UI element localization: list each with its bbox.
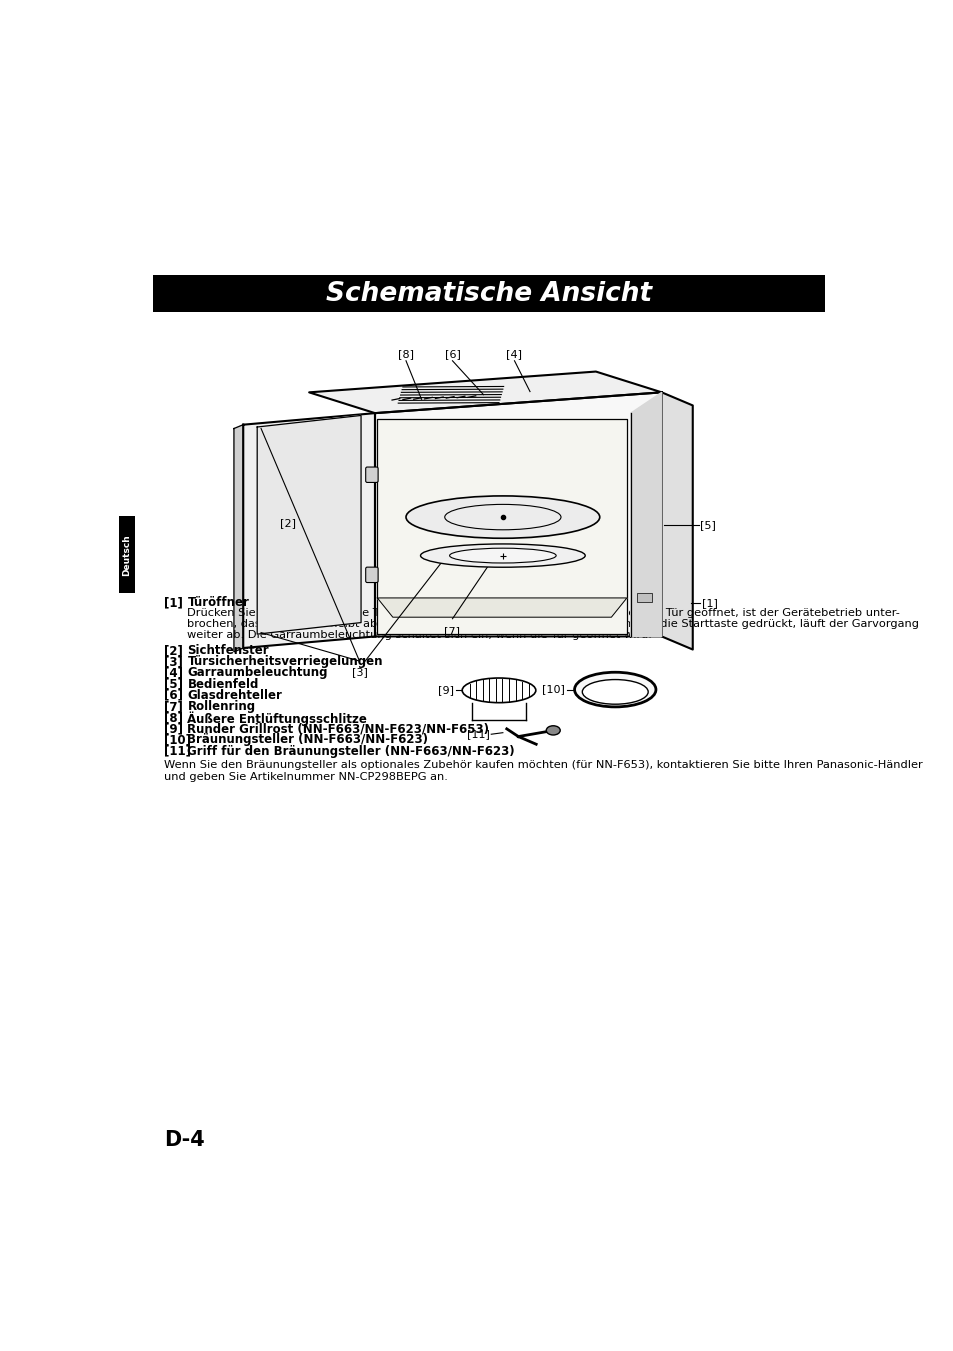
Text: Runder Grillrost (NN-F663/NN-F623/NN-F653): Runder Grillrost (NN-F663/NN-F623/NN-F65… bbox=[187, 723, 489, 735]
Polygon shape bbox=[233, 424, 243, 651]
Text: Wenn Sie den Bräunungsteller als optionales Zubehör kaufen möchten (für NN-F653): Wenn Sie den Bräunungsteller als optiona… bbox=[164, 761, 922, 770]
Polygon shape bbox=[377, 598, 626, 617]
Bar bbox=[637, 593, 652, 601]
Text: Bedienfeld: Bedienfeld bbox=[187, 678, 258, 690]
Ellipse shape bbox=[449, 549, 556, 563]
Text: [5]: [5] bbox=[164, 678, 183, 690]
Ellipse shape bbox=[420, 544, 584, 567]
Text: D-4: D-4 bbox=[164, 1129, 205, 1150]
Text: [9]: [9] bbox=[164, 723, 183, 735]
Text: [10]: [10] bbox=[541, 685, 564, 694]
Text: [7]: [7] bbox=[444, 627, 460, 636]
Text: [6]: [6] bbox=[164, 689, 183, 701]
Text: weiter ab. Die Garraumbeleuchtung schaltet sich ein, wenn die Tür geöffnet wird.: weiter ab. Die Garraumbeleuchtung schalt… bbox=[187, 630, 652, 640]
Polygon shape bbox=[375, 392, 661, 636]
Text: Glasdrehteller: Glasdrehteller bbox=[187, 689, 282, 701]
Polygon shape bbox=[377, 419, 626, 634]
FancyBboxPatch shape bbox=[365, 467, 377, 482]
Polygon shape bbox=[309, 372, 661, 413]
Ellipse shape bbox=[406, 496, 599, 538]
Text: [3]: [3] bbox=[352, 667, 367, 677]
Text: Äußere Entlüftungsschlitze: Äußere Entlüftungsschlitze bbox=[187, 711, 367, 725]
Text: [10]: [10] bbox=[164, 734, 191, 747]
Text: [4]: [4] bbox=[164, 666, 183, 680]
Text: Türsicherheitsverriegelungen: Türsicherheitsverriegelungen bbox=[187, 655, 382, 669]
Text: [4]: [4] bbox=[506, 350, 522, 359]
Text: [8]: [8] bbox=[397, 350, 414, 359]
Bar bbox=[119, 516, 134, 593]
Text: [9]: [9] bbox=[437, 685, 454, 696]
Polygon shape bbox=[257, 416, 360, 634]
Text: [7]: [7] bbox=[164, 700, 183, 713]
Ellipse shape bbox=[546, 725, 559, 735]
Polygon shape bbox=[243, 413, 375, 648]
Text: [11]: [11] bbox=[164, 744, 191, 758]
FancyBboxPatch shape bbox=[365, 567, 377, 582]
Text: [6]: [6] bbox=[444, 350, 460, 359]
Text: Deutsch: Deutsch bbox=[122, 534, 132, 576]
Ellipse shape bbox=[574, 673, 656, 707]
Text: Türöffner: Türöffner bbox=[187, 596, 249, 609]
Text: Drücken Sie diese Taste, um die Tür zu öffnen. Wird während des Garvorganges die: Drücken Sie diese Taste, um die Tür zu ö… bbox=[187, 608, 900, 617]
Bar bbox=[152, 276, 824, 312]
Text: Griff für den Bräunungsteller (NN-F663/NN-F623): Griff für den Bräunungsteller (NN-F663/N… bbox=[187, 744, 515, 758]
Text: und geben Sie Artikelnummer NN-CP298BEPG an.: und geben Sie Artikelnummer NN-CP298BEPG… bbox=[164, 771, 448, 782]
Text: [2]: [2] bbox=[164, 644, 183, 657]
Text: [8]: [8] bbox=[164, 711, 183, 724]
Text: Bräunungsteller (NN-F663/NN-F623): Bräunungsteller (NN-F663/NN-F623) bbox=[187, 734, 428, 747]
Ellipse shape bbox=[461, 678, 536, 703]
Ellipse shape bbox=[581, 680, 647, 704]
Text: [5]: [5] bbox=[700, 520, 716, 530]
Text: brochen, das Programm bleibt aber erhalten. Wird die Tür wieder geschlossen und : brochen, das Programm bleibt aber erhalt… bbox=[187, 619, 919, 628]
Text: [3]: [3] bbox=[164, 655, 183, 669]
Text: [11]: [11] bbox=[466, 730, 489, 739]
Text: [1]: [1] bbox=[164, 596, 183, 609]
Text: Rollenring: Rollenring bbox=[187, 700, 255, 713]
Text: Garraumbeleuchtung: Garraumbeleuchtung bbox=[187, 666, 328, 680]
Text: Schematische Ansicht: Schematische Ansicht bbox=[326, 281, 651, 307]
Polygon shape bbox=[661, 392, 692, 650]
Polygon shape bbox=[630, 392, 661, 636]
Text: [1]: [1] bbox=[701, 598, 718, 608]
Text: Sichtfenster: Sichtfenster bbox=[187, 644, 269, 657]
Text: [2]: [2] bbox=[280, 517, 296, 528]
